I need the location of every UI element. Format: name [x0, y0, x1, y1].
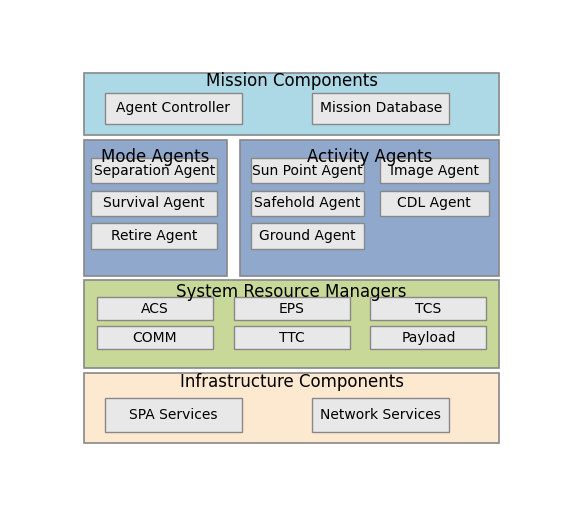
- FancyBboxPatch shape: [105, 398, 242, 432]
- FancyBboxPatch shape: [84, 73, 499, 135]
- Text: Safehold Agent: Safehold Agent: [254, 196, 361, 211]
- Text: Sun Point Agent: Sun Point Agent: [252, 164, 363, 178]
- FancyBboxPatch shape: [312, 398, 449, 432]
- Text: EPS: EPS: [279, 301, 304, 315]
- FancyBboxPatch shape: [251, 223, 365, 248]
- Text: Payload: Payload: [401, 331, 456, 344]
- Text: Mission Database: Mission Database: [320, 102, 442, 115]
- Text: System Resource Managers: System Resource Managers: [176, 283, 407, 301]
- FancyBboxPatch shape: [380, 191, 489, 216]
- FancyBboxPatch shape: [92, 158, 217, 183]
- FancyBboxPatch shape: [234, 297, 349, 320]
- FancyBboxPatch shape: [370, 297, 486, 320]
- Text: CDL Agent: CDL Agent: [397, 196, 471, 211]
- Text: ACS: ACS: [141, 301, 168, 315]
- FancyBboxPatch shape: [84, 281, 499, 368]
- Text: TCS: TCS: [415, 301, 442, 315]
- FancyBboxPatch shape: [84, 140, 227, 275]
- FancyBboxPatch shape: [234, 326, 349, 349]
- FancyBboxPatch shape: [312, 93, 449, 124]
- FancyBboxPatch shape: [251, 191, 365, 216]
- FancyBboxPatch shape: [370, 326, 486, 349]
- FancyBboxPatch shape: [97, 326, 213, 349]
- Text: Retire Agent: Retire Agent: [111, 229, 197, 243]
- FancyBboxPatch shape: [240, 140, 499, 275]
- Text: Activity Agents: Activity Agents: [307, 149, 432, 167]
- Text: Survival Agent: Survival Agent: [104, 196, 205, 211]
- FancyBboxPatch shape: [92, 191, 217, 216]
- Text: Separation Agent: Separation Agent: [93, 164, 215, 178]
- Text: Mission Components: Mission Components: [205, 72, 378, 90]
- FancyBboxPatch shape: [97, 297, 213, 320]
- Text: Mode Agents: Mode Agents: [101, 149, 210, 167]
- FancyBboxPatch shape: [251, 158, 365, 183]
- FancyBboxPatch shape: [92, 223, 217, 248]
- Text: Network Services: Network Services: [320, 408, 441, 422]
- FancyBboxPatch shape: [84, 373, 499, 443]
- FancyBboxPatch shape: [105, 93, 242, 124]
- Text: COMM: COMM: [133, 331, 177, 344]
- Text: Ground Agent: Ground Agent: [259, 229, 356, 243]
- Text: Agent Controller: Agent Controller: [117, 102, 230, 115]
- Text: Infrastructure Components: Infrastructure Components: [180, 373, 403, 391]
- Text: Image Agent: Image Agent: [390, 164, 479, 178]
- Text: TTC: TTC: [279, 331, 304, 344]
- Text: SPA Services: SPA Services: [129, 408, 218, 422]
- FancyBboxPatch shape: [380, 158, 489, 183]
